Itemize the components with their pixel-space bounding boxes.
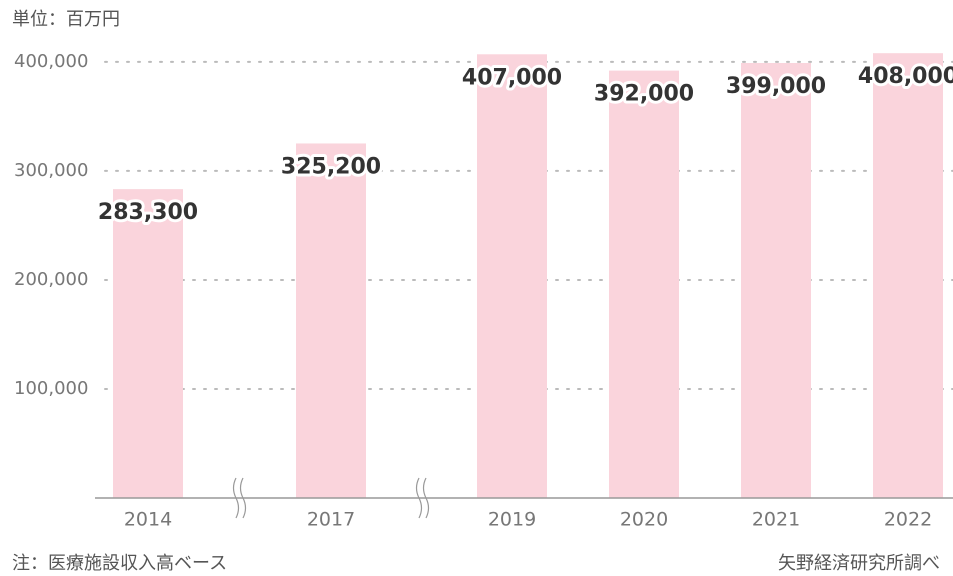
x-tick-label: 2014 xyxy=(124,509,172,531)
y-tick-label: 100,000 xyxy=(14,378,88,399)
unit-label: 単位：百万円 xyxy=(12,9,120,30)
value-label: 399,000 xyxy=(726,74,826,99)
x-tick-label: 2020 xyxy=(620,509,668,531)
bar xyxy=(477,54,547,499)
note: 注：医療施設収入高ベース xyxy=(12,553,227,574)
x-tick-label: 2017 xyxy=(307,509,355,531)
y-tick-label: 300,000 xyxy=(14,160,88,181)
bar xyxy=(296,143,366,498)
value-label: 392,000 xyxy=(594,82,694,107)
bar xyxy=(113,189,183,498)
value-label: 283,300 xyxy=(98,200,198,225)
x-tick-label: 2019 xyxy=(488,509,536,531)
bar xyxy=(741,62,811,499)
value-label: 325,200 xyxy=(281,154,381,179)
y-tick-label: 200,000 xyxy=(14,269,88,290)
bar xyxy=(609,70,679,498)
source: 矢野経済研究所調べ xyxy=(778,553,940,574)
y-tick-label: 400,000 xyxy=(14,51,88,72)
bar xyxy=(873,53,943,499)
value-label: 408,000 xyxy=(858,64,953,89)
x-tick-label: 2021 xyxy=(752,509,800,531)
value-label: 407,000 xyxy=(462,65,562,90)
x-tick-label: 2022 xyxy=(884,509,932,531)
